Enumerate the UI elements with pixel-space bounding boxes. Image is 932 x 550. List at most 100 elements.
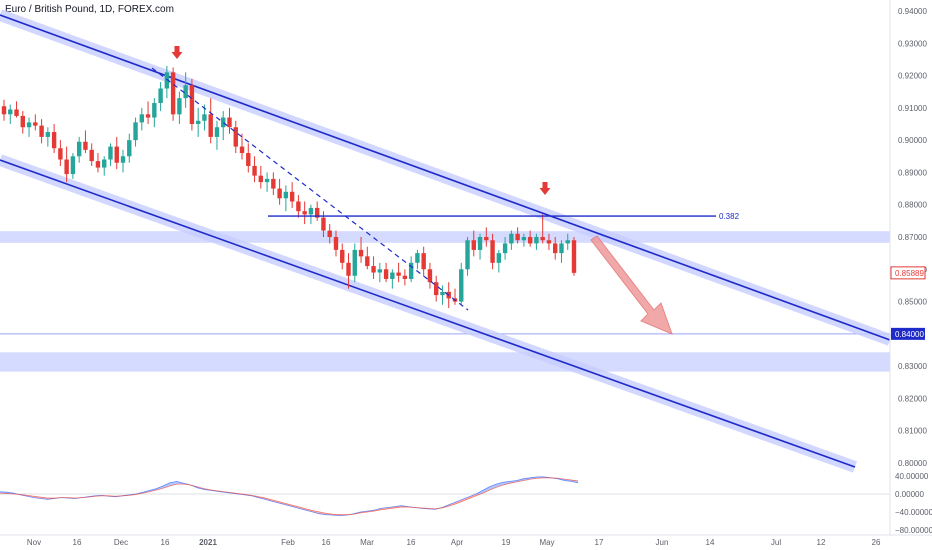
time-tick-label: 12 <box>817 538 826 547</box>
candle-body <box>202 114 207 121</box>
projection-arrow <box>590 235 673 335</box>
candle-body <box>352 249 357 276</box>
candle-body <box>459 269 464 302</box>
candle-body <box>264 178 270 183</box>
marked-level-box <box>891 327 925 340</box>
candle-body <box>102 159 107 168</box>
price-tick-label: 0.83000 <box>898 362 927 371</box>
candle-body <box>408 262 414 279</box>
candle-body <box>302 211 307 215</box>
candle-body <box>89 149 94 162</box>
last-price-box <box>890 266 926 280</box>
time-tick-label: May <box>539 538 554 547</box>
candle-body <box>465 240 470 270</box>
lower-channel-line <box>0 159 856 468</box>
candle-body <box>108 146 113 160</box>
candle-body <box>440 291 445 296</box>
candle-body <box>158 88 163 104</box>
candle-body <box>45 132 51 137</box>
time-tick-label: Apr <box>451 538 464 547</box>
candle-body <box>383 269 389 279</box>
time-tick-label: 2021 <box>199 538 217 547</box>
time-tick-label: 16 <box>73 538 82 547</box>
candle-body <box>20 115 25 128</box>
candle-body <box>365 256 370 267</box>
candle-body <box>170 72 176 115</box>
last-price-label: 0.85889 <box>895 269 924 278</box>
candle-body <box>208 114 213 137</box>
candle-body <box>271 178 276 189</box>
candle-body <box>189 85 195 124</box>
candle-body <box>152 103 157 118</box>
candle-body <box>402 275 408 279</box>
candle-body <box>515 233 520 241</box>
candle-body <box>76 141 82 157</box>
time-tick-label: 17 <box>595 538 604 547</box>
candle-body <box>553 243 558 254</box>
candle-body <box>183 85 188 99</box>
time-tick-label: 19 <box>502 538 511 547</box>
time-tick-label: 16 <box>407 538 416 547</box>
fib-label: 0.382 <box>719 212 740 221</box>
price-tick-label: 0.81000 <box>898 427 927 436</box>
down-arrow-left <box>171 46 183 59</box>
candle-body <box>177 98 182 115</box>
oscillator-tick-label: −40.00000 <box>895 508 932 517</box>
time-tick-label: 26 <box>872 538 881 547</box>
oscillator-line-slow <box>0 477 579 516</box>
upper-channel-line <box>0 14 891 341</box>
candle-body <box>308 207 314 215</box>
candle-body <box>321 217 326 231</box>
candle-body <box>540 237 545 241</box>
candle-body <box>239 146 245 154</box>
price-tick-label: 0.91000 <box>898 104 927 113</box>
price-tick-label: 0.87000 <box>898 233 927 242</box>
chart-title: Euro / British Pound, 1D, FOREX.com <box>5 4 174 15</box>
dashed-trendline <box>151 67 469 311</box>
time-tick-label: 16 <box>322 538 331 547</box>
oscillator-tick-label: 0.00000 <box>895 490 924 499</box>
candle-body <box>346 262 351 276</box>
candle-body <box>396 272 401 276</box>
time-tick-label: 14 <box>706 538 715 547</box>
candle-body <box>390 272 395 279</box>
candle-body <box>471 240 476 250</box>
candle-body <box>70 156 76 175</box>
candle-body <box>83 141 88 150</box>
candle-body <box>277 188 282 199</box>
price-tick-label: 0.92000 <box>898 72 927 81</box>
candle-body <box>221 117 226 128</box>
candle-body <box>358 249 364 257</box>
candle-body <box>14 109 19 116</box>
candle-body <box>496 253 502 263</box>
candle-body <box>133 122 138 141</box>
candle-body <box>39 125 44 137</box>
candle-body <box>64 159 69 175</box>
candle-body <box>327 230 332 237</box>
candle-body <box>26 122 32 128</box>
oscillator-area-negative <box>13 494 481 516</box>
price-tick-label: 0.89000 <box>898 168 927 177</box>
candle-body <box>51 132 57 149</box>
candle-body <box>477 237 483 250</box>
candle-body <box>283 191 289 199</box>
candle-body <box>120 156 126 163</box>
candle-body <box>377 269 383 273</box>
oscillator-tick-label: 40.00000 <box>895 472 929 481</box>
candle-body <box>139 114 145 123</box>
candle-body <box>427 269 433 283</box>
support-zone <box>0 352 890 372</box>
candle-body <box>8 109 13 115</box>
candle-body <box>246 153 251 166</box>
candle-body <box>502 243 508 254</box>
price-tick-label: 0.85000 <box>898 298 927 307</box>
candle-body <box>258 175 264 183</box>
candle-body <box>289 191 295 202</box>
candle-body <box>527 237 533 244</box>
oscillator-line-fast <box>0 476 579 517</box>
candle-body <box>571 240 577 273</box>
candle-body <box>484 237 489 241</box>
time-tick-label: Mar <box>360 538 374 547</box>
candle-body <box>314 207 320 218</box>
